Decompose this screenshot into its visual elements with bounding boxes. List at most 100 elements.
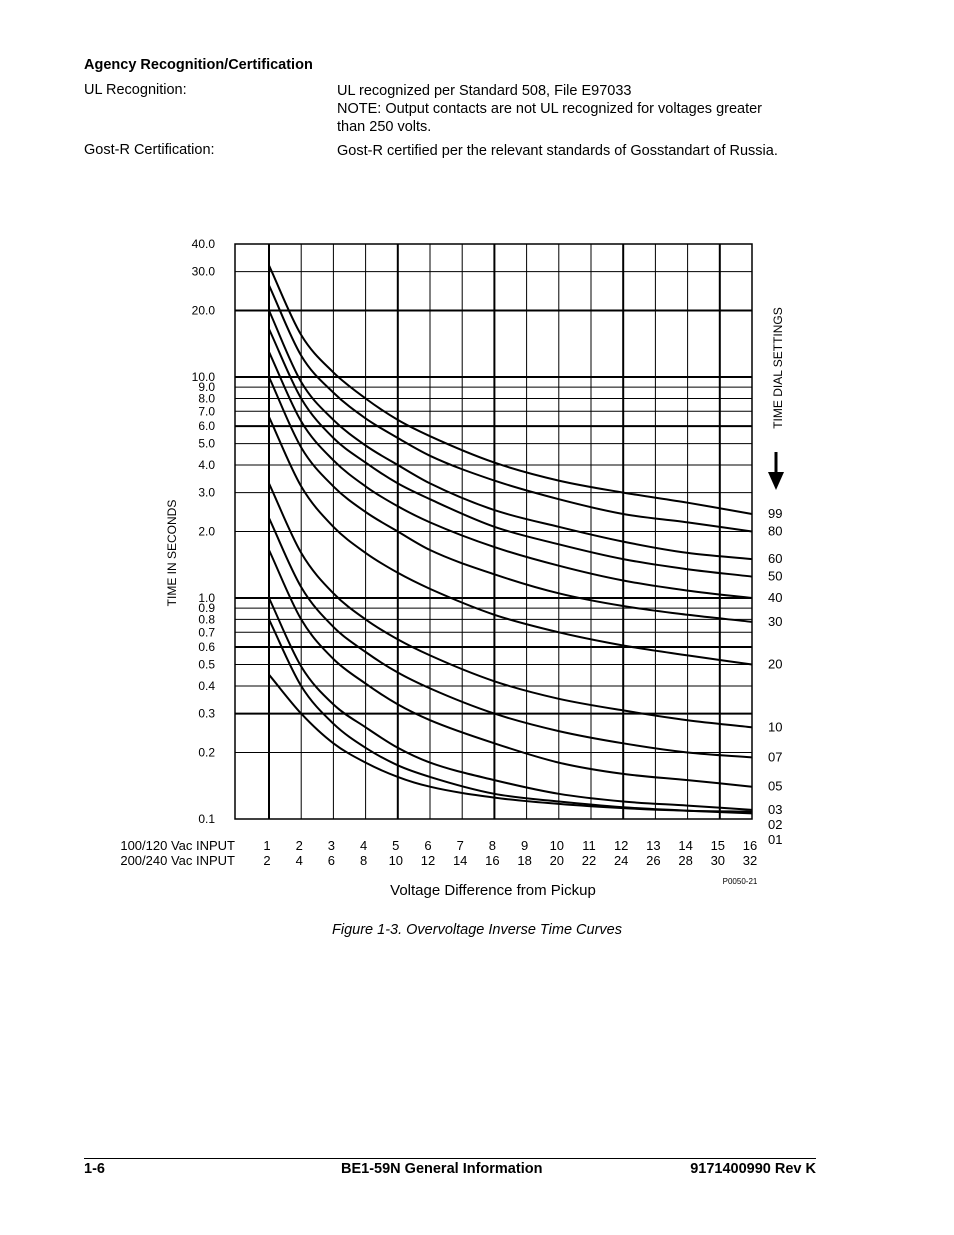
x-tick-label: 15 xyxy=(711,838,725,853)
y-tick-label: 9.0 xyxy=(198,380,215,394)
y-tick-label: 1.0 xyxy=(198,591,215,605)
x-tick-label: 30 xyxy=(711,853,725,868)
x-tick-label: 4 xyxy=(296,853,303,868)
x-tick-label: 18 xyxy=(517,853,531,868)
curve-dial-80 xyxy=(268,284,753,533)
ul-line-3: than 250 volts. xyxy=(337,119,432,135)
x-tick-label: 12 xyxy=(421,853,435,868)
x-tick-label: 13 xyxy=(646,838,660,853)
dial-label-99: 99 xyxy=(768,506,782,521)
figure-code: P0050-21 xyxy=(723,877,758,886)
x-tick-label: 10 xyxy=(389,853,403,868)
y-tick-label: 0.3 xyxy=(198,707,215,721)
dial-label-30: 30 xyxy=(768,614,782,629)
dial-label-01: 01 xyxy=(768,832,782,847)
x-tick-label: 12 xyxy=(614,838,628,853)
y-tick-label: 2.0 xyxy=(198,525,215,539)
y-tick-label: 5.0 xyxy=(198,437,215,451)
x-tick-label: 2 xyxy=(263,853,270,868)
footer-page-number: 1-6 xyxy=(84,1161,105,1177)
x-row-label: 100/120 Vac INPUT xyxy=(120,838,235,853)
x-tick-label: 9 xyxy=(521,838,528,853)
down-arrow-icon xyxy=(768,472,784,490)
gost-certification-value: Gost-R certified per the relevant standa… xyxy=(337,142,817,160)
ul-recognition-value: UL recognized per Standard 508, File E97… xyxy=(337,82,817,136)
x-tick-label: 28 xyxy=(678,853,692,868)
y-axis-title: TIME IN SECONDS xyxy=(165,500,179,607)
dial-label-10: 10 xyxy=(768,719,782,734)
curve-dial-20 xyxy=(268,416,753,666)
curve-dial-50 xyxy=(268,328,753,578)
x-tick-label: 3 xyxy=(328,838,335,853)
x-tick-label: 8 xyxy=(489,838,496,853)
x-tick-label: 11 xyxy=(582,838,596,853)
ul-recognition-label: UL Recognition: xyxy=(84,82,187,98)
y-tick-label: 0.1 xyxy=(198,812,215,826)
footer-document-title: BE1-59N General Information xyxy=(341,1161,543,1177)
y-tick-label: 0.9 xyxy=(198,601,215,615)
curve-dial-10 xyxy=(268,482,753,729)
dial-label-07: 07 xyxy=(768,749,782,764)
curve-dial-30 xyxy=(268,376,753,623)
x-tick-label: 8 xyxy=(360,853,367,868)
x-tick-label: 10 xyxy=(550,838,564,853)
x-tick-label: 26 xyxy=(646,853,660,868)
x-tick-label: 22 xyxy=(582,853,596,868)
x-tick-label: 20 xyxy=(550,853,564,868)
dial-label-05: 05 xyxy=(768,779,782,794)
y-tick-label: 0.4 xyxy=(198,679,215,693)
y-tick-label: 10.0 xyxy=(192,370,216,384)
x-tick-label: 6 xyxy=(328,853,335,868)
y-tick-label: 7.0 xyxy=(198,404,215,418)
x-axis-title: Voltage Difference from Pickup xyxy=(390,882,596,899)
y-tick-label: 20.0 xyxy=(192,304,216,318)
section-heading: Agency Recognition/Certification xyxy=(84,57,313,73)
x-row-label: 200/240 Vac INPUT xyxy=(120,853,235,868)
footer-revision: 9171400990 Rev K xyxy=(690,1161,816,1177)
y-tick-label: 6.0 xyxy=(198,419,215,433)
figure-caption: Figure 1-3. Overvoltage Inverse Time Cur… xyxy=(332,922,622,938)
y-tick-label: 8.0 xyxy=(198,391,215,405)
dial-label-60: 60 xyxy=(768,551,782,566)
x-tick-label: 24 xyxy=(614,853,628,868)
curve-dial-03 xyxy=(268,597,753,811)
x-tick-label: 32 xyxy=(743,853,757,868)
x-tick-label: 2 xyxy=(296,838,303,853)
curve-dial-60 xyxy=(268,310,753,561)
gost-line-1: Gost-R certified per the relevant standa… xyxy=(337,143,778,159)
dial-label-80: 80 xyxy=(768,524,782,539)
ul-line-1: UL recognized per Standard 508, File E97… xyxy=(337,83,632,99)
dial-label-03: 03 xyxy=(768,802,782,817)
x-tick-label: 14 xyxy=(453,853,467,868)
y-tick-label: 0.8 xyxy=(198,612,215,626)
y-tick-label: 0.5 xyxy=(198,658,215,672)
dial-label-50: 50 xyxy=(768,569,782,584)
curve-dial-05 xyxy=(268,549,753,788)
y-tick-label: 0.7 xyxy=(198,625,215,639)
gost-certification-label: Gost-R Certification: xyxy=(84,142,215,158)
x-tick-label: 5 xyxy=(392,838,399,853)
curve-dial-07 xyxy=(268,517,753,759)
curve-dial-01 xyxy=(268,674,753,813)
curve-dial-99 xyxy=(268,264,753,515)
curve-dial-40 xyxy=(268,351,753,599)
y-tick-label: 0.2 xyxy=(198,745,215,759)
dial-label-02: 02 xyxy=(768,817,782,832)
y-tick-label: 4.0 xyxy=(198,458,215,472)
dial-label-20: 20 xyxy=(768,657,782,672)
x-tick-label: 1 xyxy=(263,838,270,853)
time-dial-settings-title: TIME DIAL SETTINGS xyxy=(771,307,785,429)
y-tick-label: 0.6 xyxy=(198,640,215,654)
y-tick-label: 40.0 xyxy=(192,237,216,251)
ul-line-2: NOTE: Output contacts are not UL recogni… xyxy=(337,101,763,117)
y-tick-label: 30.0 xyxy=(192,265,216,279)
y-tick-label: 3.0 xyxy=(198,486,215,500)
dial-label-40: 40 xyxy=(768,590,782,605)
x-tick-label: 16 xyxy=(485,853,499,868)
x-tick-label: 14 xyxy=(678,838,692,853)
x-tick-label: 16 xyxy=(743,838,757,853)
x-tick-label: 7 xyxy=(457,838,464,853)
x-tick-label: 6 xyxy=(424,838,431,853)
footer-rule xyxy=(84,1158,816,1159)
